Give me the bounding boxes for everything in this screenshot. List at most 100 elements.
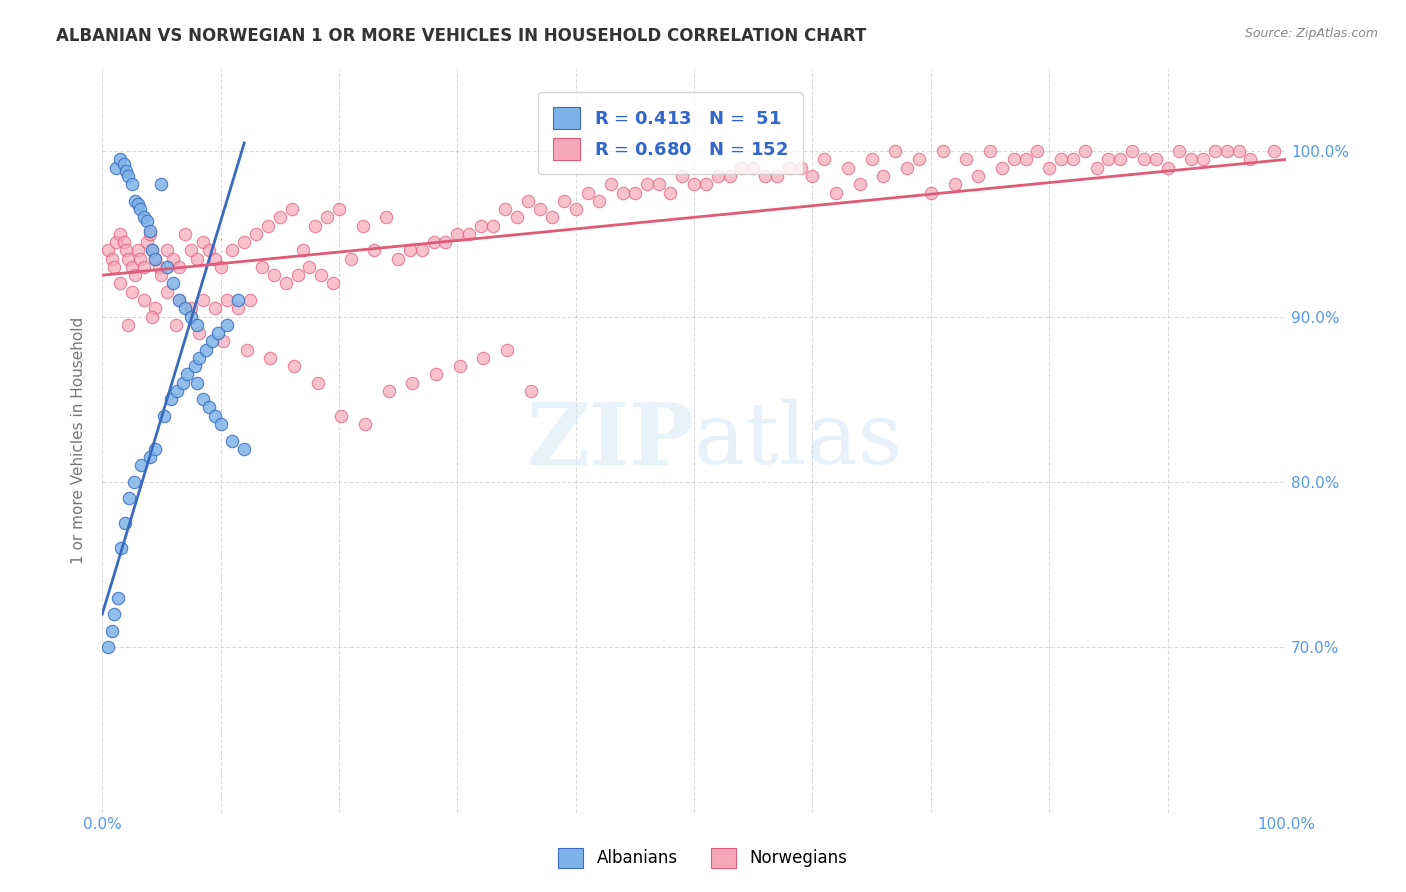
Point (174, 301, 197, 316)
Point (1073, 144, 1095, 158)
Point (105, 161, 128, 175)
Point (145, 442, 167, 456)
Point (1204, 144, 1226, 158)
Point (228, 293, 250, 307)
Point (172, 376, 194, 390)
Point (425, 368, 447, 382)
Point (778, 161, 800, 175)
Point (1144, 153, 1167, 167)
Point (121, 285, 143, 299)
Point (188, 326, 211, 340)
Point (955, 153, 977, 167)
Point (718, 169, 741, 183)
Point (1239, 153, 1261, 167)
Point (129, 458, 152, 473)
Point (127, 244, 149, 258)
Point (449, 359, 471, 373)
Point (283, 359, 305, 373)
Point (931, 144, 953, 158)
Text: atlas: atlas (695, 399, 903, 482)
Point (117, 169, 139, 183)
Point (108, 227, 131, 241)
Point (422, 235, 444, 249)
Point (188, 351, 211, 365)
Point (576, 186, 599, 200)
Point (257, 219, 280, 233)
Point (165, 318, 187, 332)
Point (245, 227, 267, 241)
Point (1227, 144, 1250, 158)
Point (837, 161, 859, 175)
Point (117, 318, 139, 332)
Point (166, 384, 188, 398)
Point (127, 197, 149, 211)
Point (446, 227, 468, 241)
Point (124, 194, 146, 208)
Point (600, 178, 623, 192)
Point (1121, 144, 1143, 158)
Point (121, 260, 143, 274)
Point (160, 392, 183, 407)
Point (138, 450, 160, 464)
Point (167, 260, 190, 274)
Point (1192, 153, 1215, 167)
Point (204, 409, 226, 423)
Point (207, 326, 229, 340)
Point (304, 219, 326, 233)
Point (387, 252, 409, 266)
Point (801, 169, 824, 183)
Point (482, 219, 505, 233)
Point (328, 202, 350, 216)
Point (108, 277, 131, 291)
Point (228, 301, 250, 316)
Point (967, 169, 990, 183)
Point (156, 285, 179, 299)
Point (1026, 144, 1049, 158)
Point (150, 268, 173, 283)
Point (174, 227, 197, 241)
Point (215, 318, 238, 332)
Point (1062, 153, 1084, 167)
Point (896, 161, 918, 175)
Point (204, 301, 226, 316)
Point (766, 169, 789, 183)
Point (330, 409, 353, 423)
Point (108, 153, 131, 167)
Point (100, 624, 122, 638)
Point (148, 260, 170, 274)
Point (156, 260, 179, 274)
Point (943, 178, 966, 192)
Point (659, 186, 682, 200)
Point (132, 293, 155, 307)
Point (519, 384, 541, 398)
Point (204, 252, 226, 266)
Point (167, 293, 190, 307)
Point (411, 244, 433, 258)
Point (209, 260, 232, 274)
Point (145, 252, 167, 266)
Point (122, 475, 145, 489)
Point (789, 161, 811, 175)
Point (683, 178, 706, 192)
Point (309, 268, 332, 283)
Point (112, 235, 135, 249)
Point (180, 301, 202, 316)
Text: ALBANIAN VS NORWEGIAN 1 OR MORE VEHICLES IN HOUSEHOLD CORRELATION CHART: ALBANIAN VS NORWEGIAN 1 OR MORE VEHICLES… (56, 27, 866, 45)
Point (118, 491, 141, 506)
Point (250, 260, 273, 274)
Point (1002, 153, 1025, 167)
Point (1263, 144, 1285, 158)
Point (201, 334, 224, 349)
Legend: $\mathbf{R}$ = $\mathbf{0.413}$   $\mathbf{N}$ =  $\mathbf{51}$, $\mathbf{R}$ = : $\mathbf{R}$ = $\mathbf{0.413}$ $\mathbf… (538, 93, 803, 175)
Point (472, 351, 495, 365)
Point (186, 252, 208, 266)
Point (401, 376, 423, 390)
Point (103, 260, 125, 274)
Point (292, 244, 315, 258)
Point (1038, 161, 1060, 175)
Point (180, 310, 202, 324)
Point (180, 244, 202, 258)
Point (352, 219, 374, 233)
Point (884, 144, 907, 158)
Point (529, 202, 551, 216)
